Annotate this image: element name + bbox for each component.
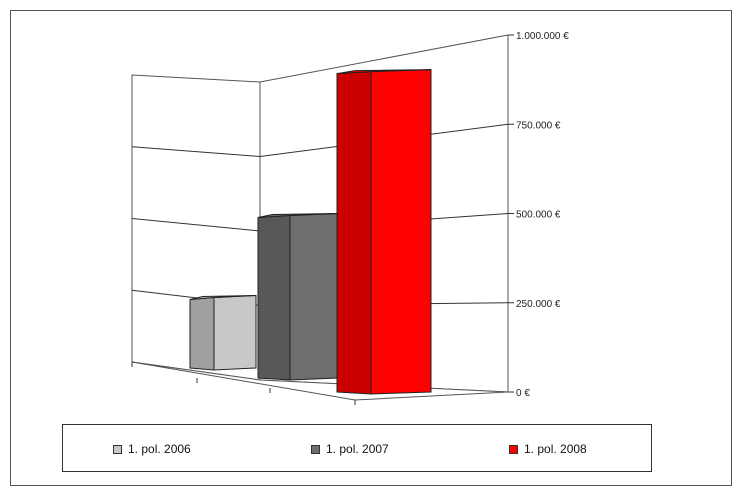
bar-side-face [213, 294, 257, 371]
legend-swatch-2006 [113, 444, 122, 454]
bar-front-face [336, 71, 372, 395]
bar-top-face [336, 69, 432, 75]
legend-item-2008: 1. pol. 2008 [509, 441, 587, 457]
legend-item-2006: 1. pol. 2006 [113, 441, 191, 457]
legend-label-2008: 1. pol. 2008 [524, 442, 587, 456]
bar-front-face [257, 215, 291, 381]
bar-front-face [189, 296, 215, 371]
legend: 1. pol. 2006 1. pol. 2007 1. pol. 2008 [62, 424, 652, 472]
bar-top-face [189, 295, 257, 300]
y-tick-label: 750.000 € [516, 120, 561, 131]
value-axis: 0 € 250.000 € 500.000 € 750.000 € 1.000.000 … [131, 31, 569, 405]
y-tick-label: 0 € [516, 388, 530, 399]
bar-side-face [289, 213, 339, 381]
bar-3 [336, 69, 432, 395]
legend-label-2006: 1. pol. 2006 [128, 442, 191, 456]
bar-side-face [370, 69, 432, 395]
y-tick-label: 250.000 € [516, 299, 561, 310]
legend-label-2007: 1. pol. 2007 [326, 442, 389, 456]
bar-1 [189, 294, 257, 371]
legend-swatch-2007 [311, 444, 320, 454]
legend-item-2007: 1. pol. 2007 [311, 441, 389, 457]
y-tick-label: 500.000 € [516, 210, 561, 221]
bar-2 [257, 213, 339, 381]
y-tick-label: 1.000.000 € [516, 31, 569, 42]
legend-swatch-2008 [509, 444, 518, 454]
bars [189, 69, 432, 395]
